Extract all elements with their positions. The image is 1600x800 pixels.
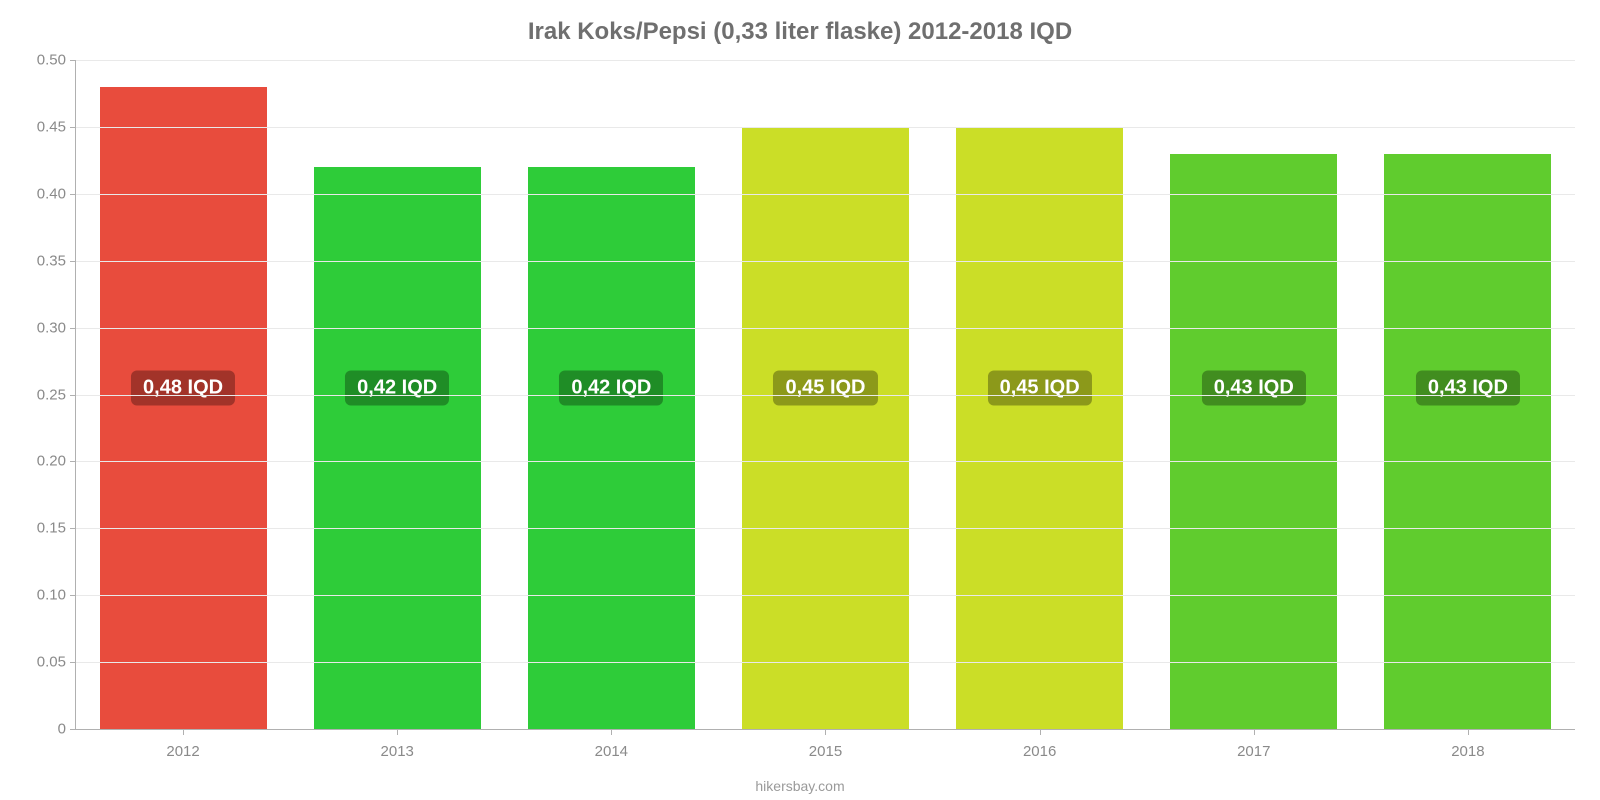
bar: 0,42 IQD: [528, 167, 695, 729]
gridline: [76, 261, 1575, 262]
bar-value-label: 0,42 IQD: [559, 370, 663, 405]
chart-title: Irak Koks/Pepsi (0,33 liter flaske) 2012…: [0, 0, 1600, 56]
bar-value-label: 0,43 IQD: [1202, 370, 1306, 405]
bar: 0,45 IQD: [956, 127, 1123, 729]
x-tick-mark: [183, 729, 184, 735]
gridline: [76, 328, 1575, 329]
bar: 0,43 IQD: [1384, 154, 1551, 729]
x-tick-mark: [611, 729, 612, 735]
y-tick-mark: [70, 729, 76, 730]
y-tick-mark: [70, 261, 76, 262]
bar-chart: Irak Koks/Pepsi (0,33 liter flaske) 2012…: [0, 0, 1600, 800]
y-tick-mark: [70, 662, 76, 663]
plot-area: 0,48 IQD20120,42 IQD20130,42 IQD20140,45…: [75, 60, 1575, 730]
bar-value-label: 0,48 IQD: [131, 370, 235, 405]
x-tick-mark: [825, 729, 826, 735]
y-tick-mark: [70, 328, 76, 329]
y-tick-mark: [70, 461, 76, 462]
gridline: [76, 395, 1575, 396]
bar: 0,45 IQD: [742, 127, 909, 729]
gridline: [76, 528, 1575, 529]
bar: 0,42 IQD: [314, 167, 481, 729]
x-tick-mark: [1040, 729, 1041, 735]
y-tick-mark: [70, 595, 76, 596]
gridline: [76, 127, 1575, 128]
gridline: [76, 194, 1575, 195]
source-label: hikersbay.com: [755, 778, 844, 794]
bar: 0,48 IQD: [100, 87, 267, 729]
y-tick-mark: [70, 395, 76, 396]
bar-value-label: 0,43 IQD: [1416, 370, 1520, 405]
y-tick-mark: [70, 60, 76, 61]
bar-value-label: 0,45 IQD: [773, 370, 877, 405]
gridline: [76, 461, 1575, 462]
y-tick-mark: [70, 528, 76, 529]
y-tick-mark: [70, 127, 76, 128]
x-tick-mark: [1468, 729, 1469, 735]
bar-value-label: 0,45 IQD: [988, 370, 1092, 405]
y-tick-mark: [70, 194, 76, 195]
gridline: [76, 60, 1575, 61]
bar: 0,43 IQD: [1170, 154, 1337, 729]
bar-value-label: 0,42 IQD: [345, 370, 449, 405]
gridline: [76, 662, 1575, 663]
gridline: [76, 595, 1575, 596]
x-tick-mark: [397, 729, 398, 735]
x-tick-mark: [1254, 729, 1255, 735]
